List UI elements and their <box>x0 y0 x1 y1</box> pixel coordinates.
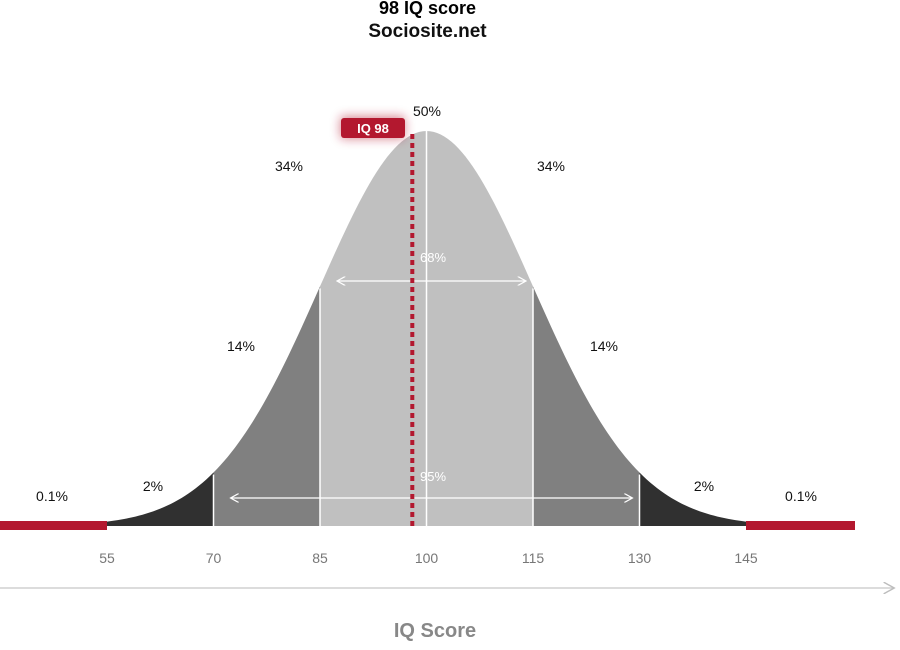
band-separators <box>212 131 641 526</box>
tick-label-70: 70 <box>206 550 222 566</box>
band-label-2: 14% <box>227 338 255 354</box>
band-0 <box>0 521 107 530</box>
range-arrows: 68% 95% <box>232 250 632 498</box>
highlight-marker: IQ 98 <box>340 116 418 526</box>
tick-label-55: 55 <box>99 550 115 566</box>
band-label-3: 34% <box>275 158 303 174</box>
band-7 <box>746 521 855 530</box>
peak-label: 50% <box>413 103 441 119</box>
tick-label-100: 100 <box>415 550 439 566</box>
highlight-badge-label: IQ 98 <box>357 121 389 136</box>
band-5 <box>533 286 640 526</box>
band-6 <box>639 472 746 526</box>
highlight-badge <box>341 118 405 138</box>
tick-label-115: 115 <box>522 550 545 566</box>
band-label-7: 0.1% <box>785 488 817 504</box>
band-label-0: 0.1% <box>36 488 68 504</box>
tick-label-145: 145 <box>734 550 758 566</box>
band-label-4: 34% <box>537 158 565 174</box>
band-4 <box>426 131 533 526</box>
distribution-bands <box>0 131 855 530</box>
range-label-1: 95% <box>420 469 446 484</box>
tick-label-130: 130 <box>628 550 652 566</box>
chart-title: 98 IQ score <box>378 0 477 18</box>
band-3 <box>320 131 427 526</box>
band-2 <box>213 286 320 526</box>
chart-subtitle: Sociosite.net <box>368 21 487 42</box>
x-axis-label: IQ Score <box>394 620 476 642</box>
band-labels: 0.1% 2% 14% 34% 34% 14% 2% 0.1% 50% <box>36 103 817 504</box>
band-1 <box>107 472 214 526</box>
range-label-0: 68% <box>420 250 446 265</box>
tick-label-85: 85 <box>312 550 328 566</box>
band-label-5: 14% <box>590 338 618 354</box>
band-label-1: 2% <box>143 478 163 494</box>
band-label-6: 2% <box>694 478 714 494</box>
x-axis: 55 70 85 100 115 130 145 IQ Score <box>0 550 893 642</box>
